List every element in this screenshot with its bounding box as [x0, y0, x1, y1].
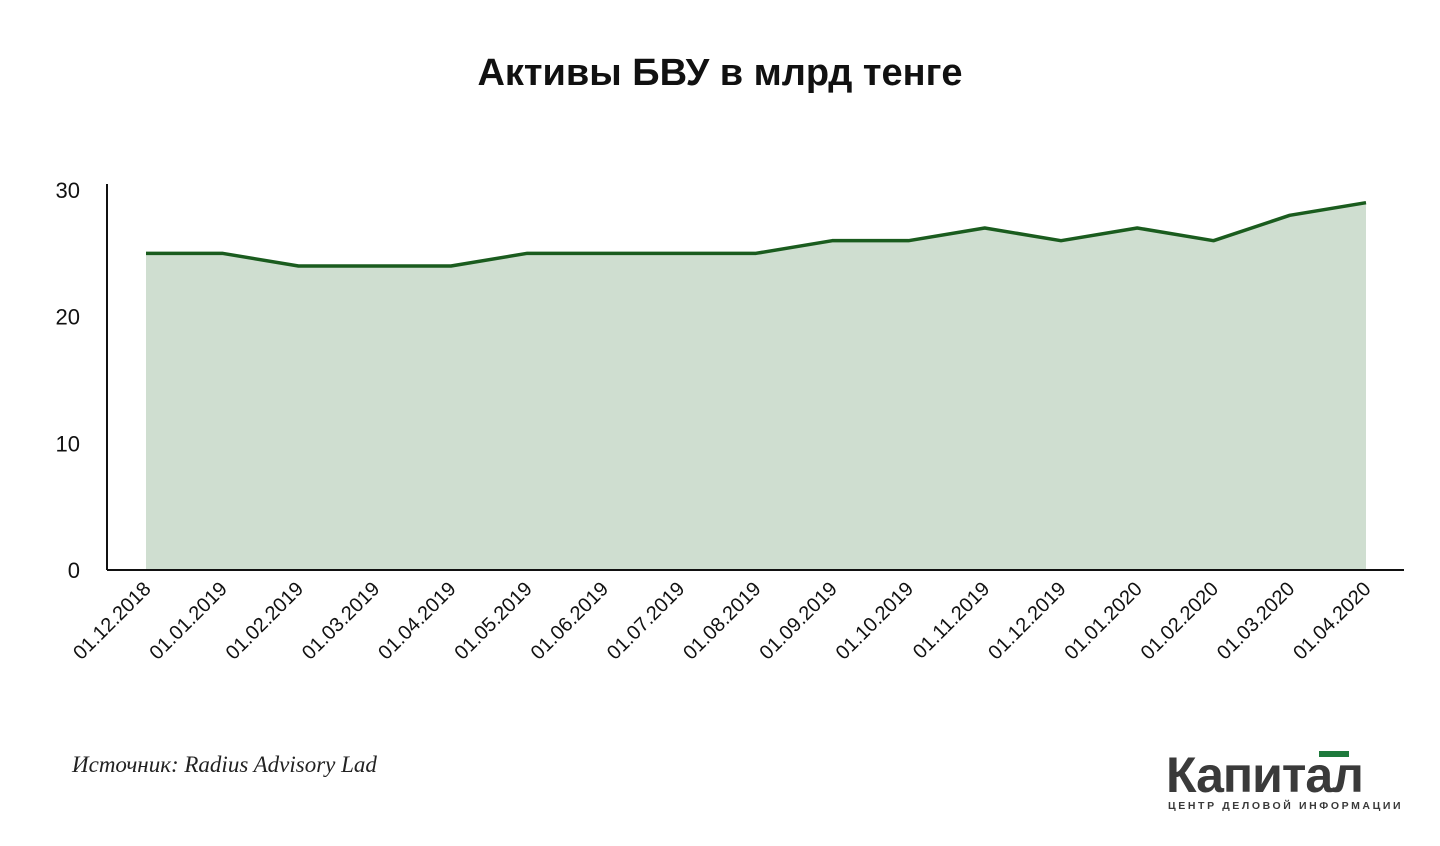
x-tick-label: 01.04.2019 [374, 578, 460, 664]
x-tick-label: 01.10.2019 [832, 578, 918, 664]
x-tick-label: 01.02.2020 [1137, 578, 1223, 664]
y-tick-label: 10 [56, 431, 80, 456]
area-fill [146, 202, 1366, 570]
x-tick-label: 01.01.2019 [145, 578, 231, 664]
x-tick-label: 01.05.2019 [450, 578, 536, 664]
x-tick-label: 01.08.2019 [679, 578, 765, 664]
y-tick-label: 20 [56, 305, 80, 330]
x-tick-label: 01.12.2019 [984, 578, 1070, 664]
x-tick-label: 01.03.2019 [298, 578, 384, 664]
chart-title: Активы БВУ в млрд тенге [477, 52, 963, 94]
x-tick-label: 01.03.2020 [1213, 578, 1299, 664]
x-tick-label: 01.01.2020 [1060, 578, 1146, 664]
x-tick-label: 01.11.2019 [909, 578, 994, 663]
x-tick-label: 01.07.2019 [603, 578, 689, 664]
source-note: Источник: Radius Advisory Lad [72, 752, 377, 777]
kapital-logo: Капитал ЦЕНТР ДЕЛОВОЙ ИНФОРМАЦИИ [1166, 747, 1401, 816]
x-tick-label: 01.12.2018 [69, 578, 155, 664]
y-tick-label: 30 [56, 178, 80, 203]
logo-tagline: ЦЕНТР ДЕЛОВОЙ ИНФОРМАЦИИ [1168, 800, 1404, 812]
x-tick-label: 01.02.2019 [222, 578, 308, 664]
x-tick-label: 01.04.2020 [1289, 578, 1375, 664]
y-tick-label: 0 [68, 558, 80, 583]
x-tick-label: 01.09.2019 [755, 578, 841, 664]
logo-accent-bar [1319, 751, 1349, 757]
x-tick-label: 01.06.2019 [527, 578, 613, 664]
